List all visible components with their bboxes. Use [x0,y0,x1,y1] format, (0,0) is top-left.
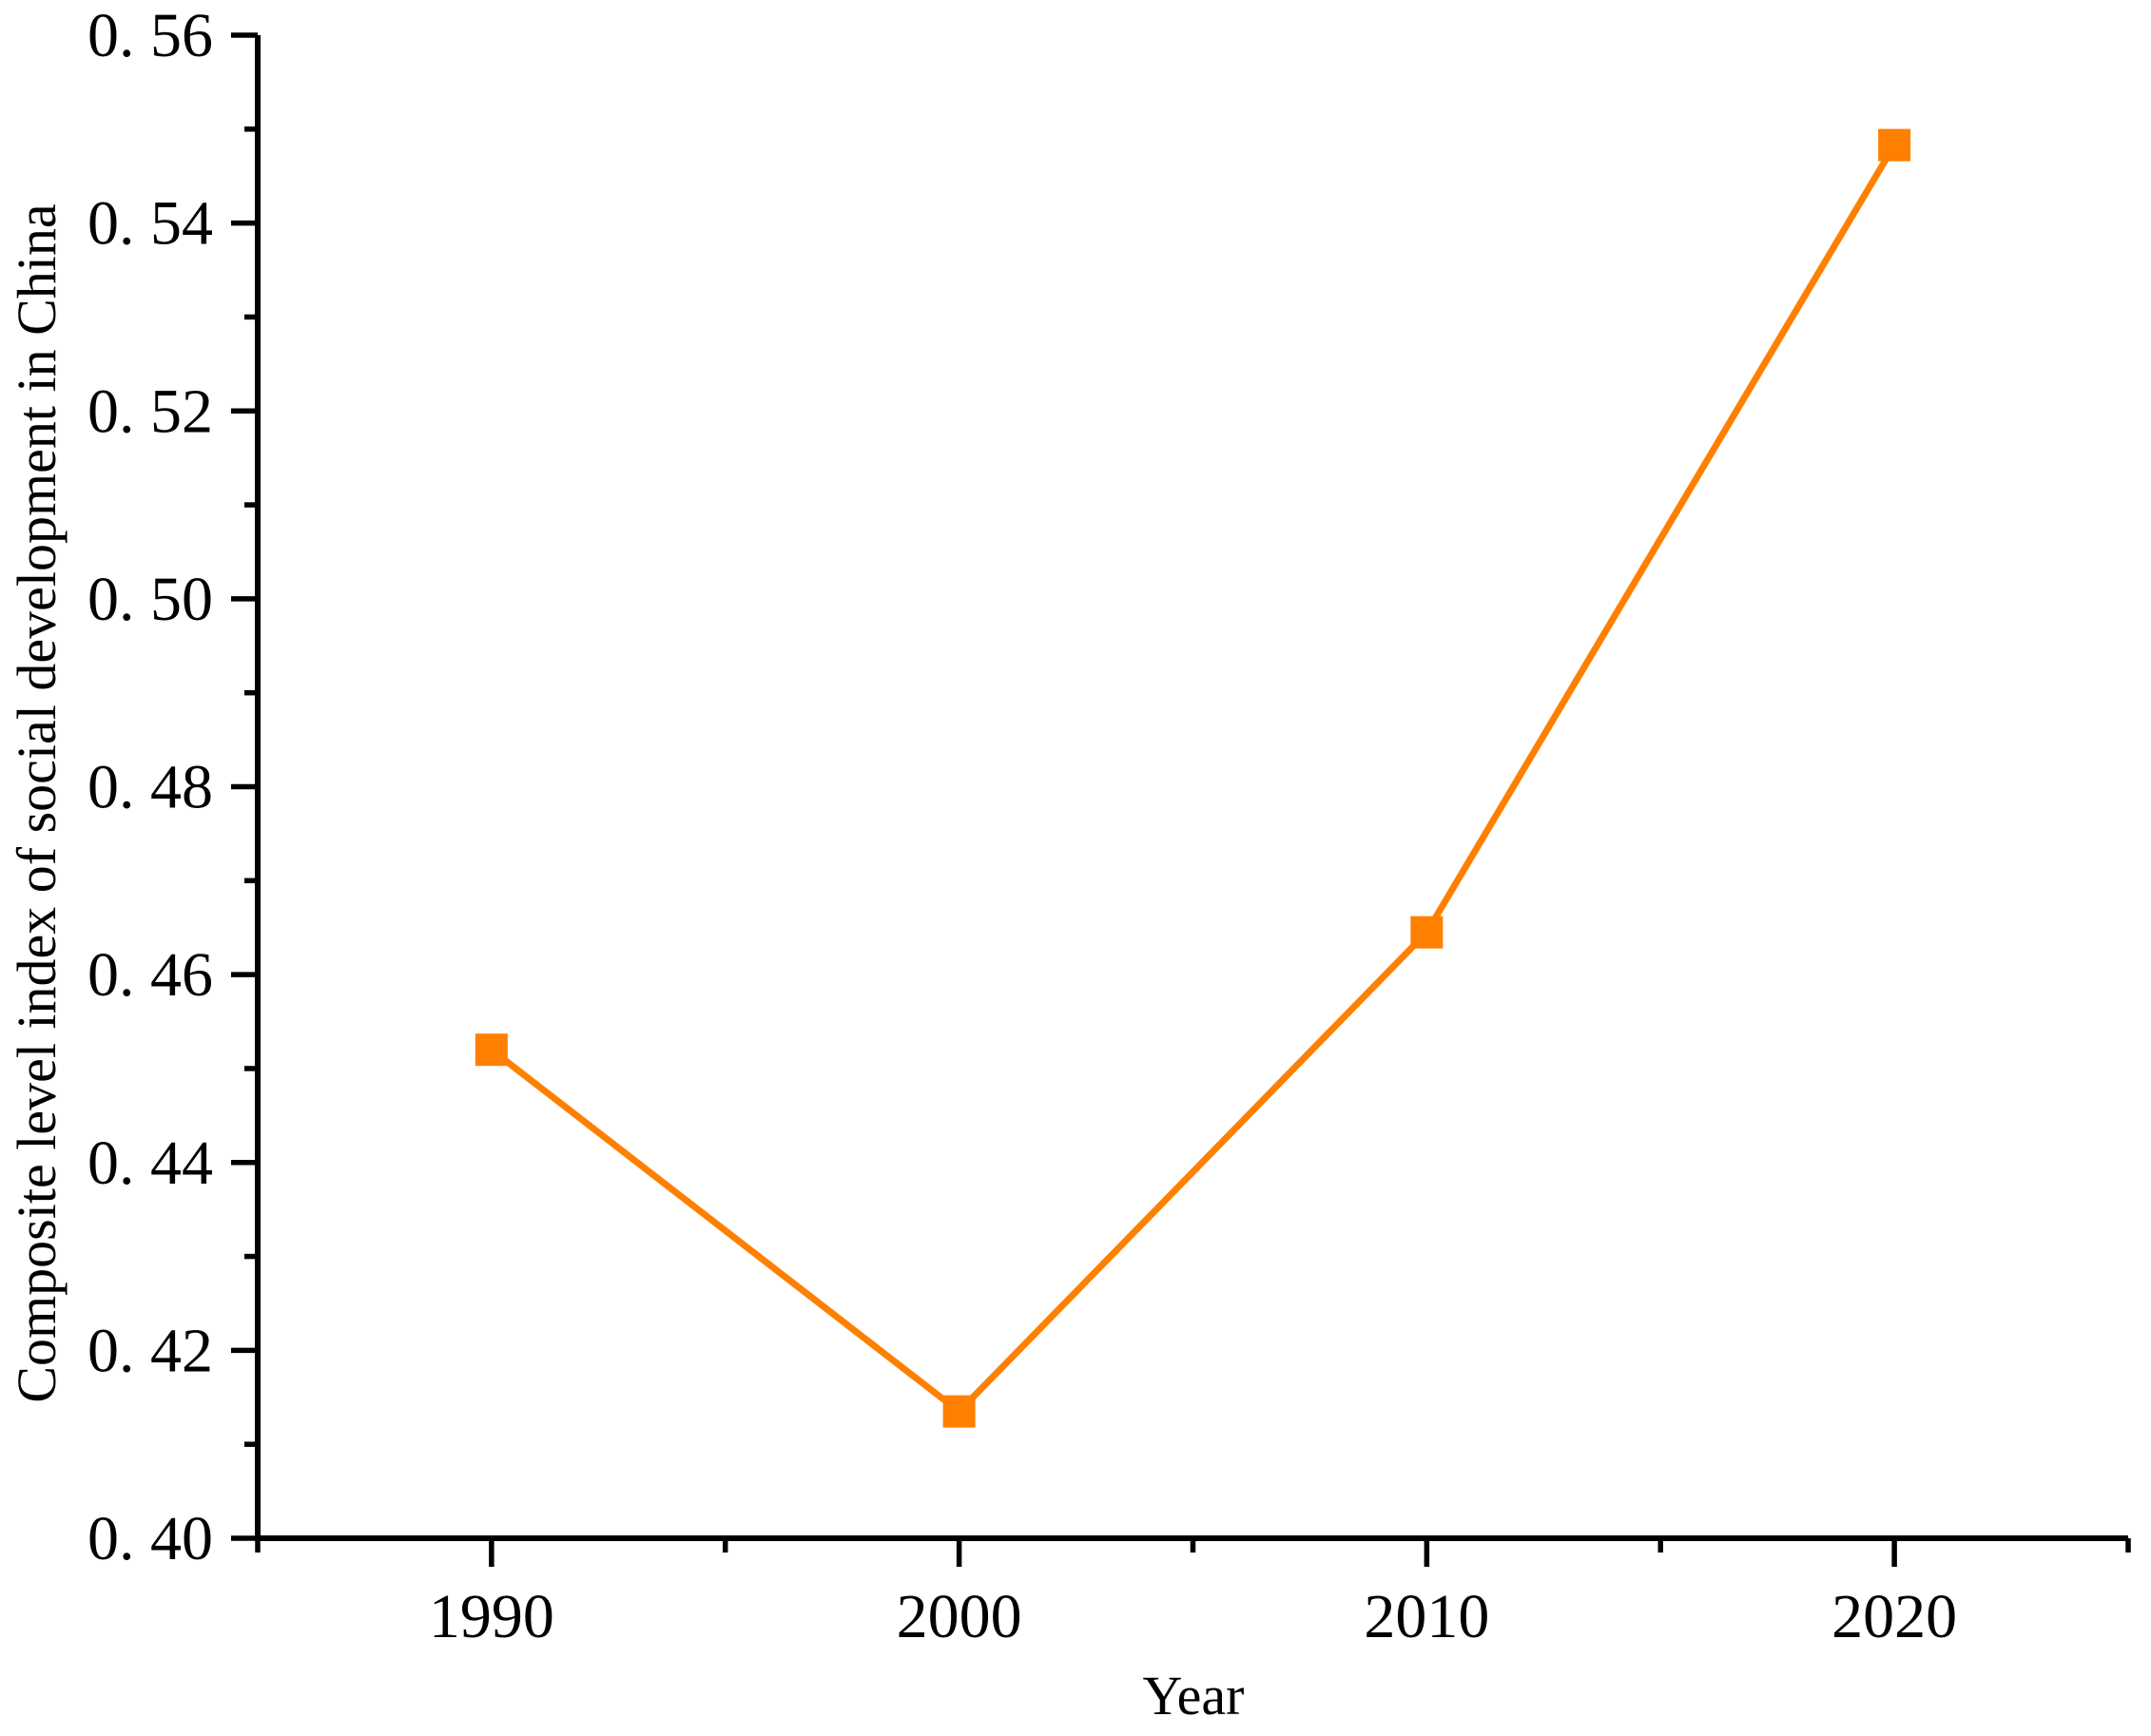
y-tick-label: 0. 44 [87,1128,213,1198]
y-tick-label: 0. 52 [87,376,213,446]
y-tick-label: 0. 54 [87,189,213,259]
axis-lines [255,35,2128,1541]
x-axis-title: Year [1143,1665,1245,1726]
y-tick-label: 0. 42 [87,1316,213,1385]
data-point-marker-2020 [1878,128,1911,162]
y-tick-label: 0. 40 [87,1504,213,1573]
x-tick-label: 2000 [897,1582,1022,1651]
data-point-marker-2010 [1410,916,1444,949]
x-tick-label: 2020 [1831,1582,1957,1651]
x-tick-label: 1990 [429,1582,554,1651]
y-axis-title: Composite level index of social developm… [6,203,68,1402]
data-line [489,143,1898,1417]
y-tick-label: 0. 56 [87,1,213,70]
data-point-marker-1990 [475,1033,508,1067]
y-tick-label: 0. 50 [87,565,213,634]
x-tick-label: 2010 [1364,1582,1489,1651]
y-tick-label: 0. 46 [87,940,213,1010]
data-point-marker-2000 [942,1395,976,1428]
y-tick-label: 0. 48 [87,753,213,822]
